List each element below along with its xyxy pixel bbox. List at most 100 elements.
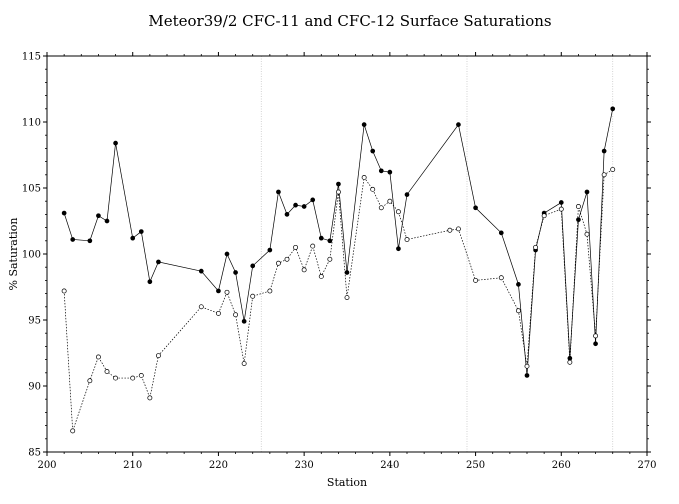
series-0-point: [404, 192, 410, 197]
series-0-point: [113, 140, 118, 146]
series-0-line: [63, 108, 614, 376]
series-1-point: [233, 312, 239, 318]
series-0-point: [516, 282, 521, 287]
y-tick-label-3: 100: [22, 250, 41, 261]
series-0-point: [344, 270, 350, 275]
y-tick-label-6: 115: [22, 52, 41, 63]
series-1-point: [70, 428, 76, 434]
x-tick-label-5: 250: [466, 460, 485, 471]
series-0: [61, 106, 616, 378]
series-0-point: [601, 148, 607, 154]
series-0-point: [387, 169, 393, 175]
series-1-point: [378, 205, 384, 211]
series-1-point: [215, 310, 221, 316]
y-tick-label-0: 85: [28, 448, 41, 459]
series-0-point: [233, 270, 238, 275]
series-0-point: [361, 122, 367, 127]
x-axis-label: Station: [327, 476, 367, 489]
series-0-point: [276, 189, 281, 195]
series-1-point: [224, 289, 230, 295]
series-1-point: [395, 209, 401, 215]
series-0-point: [318, 235, 324, 241]
series-1-point: [155, 353, 161, 359]
series-0-point: [473, 205, 478, 211]
y-axis: 85 90 95 100 105 110 115: [22, 52, 651, 459]
series-0-point: [524, 373, 530, 378]
series-1-point: [473, 277, 479, 283]
series-0-point: [370, 148, 376, 154]
series-1-point: [113, 375, 119, 381]
series-0-point: [104, 218, 110, 224]
series-0-point: [224, 251, 230, 257]
series-1-point: [515, 308, 521, 314]
series-0-point: [558, 200, 564, 205]
series-1-point: [267, 288, 273, 294]
series-1-point: [584, 231, 590, 237]
series-1-point: [147, 395, 153, 401]
series-0-point: [327, 238, 333, 244]
series-1-point: [498, 275, 504, 281]
x-tick-label-1: 210: [123, 460, 142, 471]
series-1-point: [301, 267, 307, 273]
series-1-point: [601, 172, 607, 178]
series-0-point: [378, 168, 384, 174]
series-1-point: [593, 333, 599, 339]
series-1-point: [310, 243, 316, 249]
series-0-point: [498, 230, 504, 236]
series-1-point: [275, 260, 281, 266]
series-0-point: [396, 246, 401, 252]
series-1-point: [524, 363, 530, 369]
series-1-point: [130, 375, 136, 381]
series-1-point: [567, 359, 573, 365]
series-1-point: [284, 256, 290, 262]
series-1-point: [541, 213, 547, 219]
x-tick-label-2: 220: [209, 460, 228, 471]
series-0-point: [130, 235, 136, 241]
series-1-point: [344, 295, 350, 301]
series-1-line: [63, 169, 613, 431]
x-tick-label-7: 270: [637, 460, 656, 471]
series-0-point: [593, 341, 598, 347]
series-1-point: [61, 288, 67, 294]
series-1-point: [387, 198, 393, 204]
series-0-point: [147, 279, 153, 285]
series-0-point: [584, 189, 590, 195]
series-1-point: [87, 378, 93, 384]
series-1-point: [370, 186, 376, 192]
series-0-point: [198, 268, 204, 274]
series-0-point: [96, 213, 101, 219]
series-1-point: [404, 237, 410, 242]
series-1-point: [95, 354, 101, 360]
series-0-point: [456, 122, 461, 127]
series-1-point: [138, 372, 144, 378]
series-1-point: [533, 244, 539, 250]
series-0-point: [250, 263, 256, 269]
series-1-point: [447, 227, 453, 233]
series-0-point: [284, 212, 290, 217]
series-1-point: [455, 226, 461, 232]
x-tick-label-3: 230: [295, 460, 314, 471]
series-0-point: [241, 318, 247, 324]
x-tick-label-6: 260: [552, 460, 571, 471]
series-1-point: [335, 189, 341, 195]
series-1-point: [575, 204, 581, 209]
chart-title: Meteor39/2 CFC-11 and CFC-12 Surface Sat…: [148, 12, 551, 30]
y-axis-label: % Saturation: [7, 217, 20, 290]
series-1-point: [104, 369, 110, 374]
series-0-point: [610, 106, 616, 112]
series-1-point: [558, 206, 564, 212]
series-0-point: [576, 217, 581, 223]
series-1: [61, 167, 616, 434]
series-0-point: [267, 247, 273, 253]
x-tick-label-0: 200: [37, 460, 56, 471]
plot-frame: [46, 55, 648, 453]
y-tick-label-2: 95: [28, 316, 41, 327]
series-1-point: [327, 256, 333, 262]
series-0-point: [138, 229, 144, 234]
series-1-point: [241, 361, 247, 367]
series-0-point: [336, 181, 341, 187]
series-1-point: [361, 174, 367, 180]
series-1-point: [293, 244, 299, 250]
x-axis: 200 210 220 230 240 250 260 270: [37, 52, 657, 471]
